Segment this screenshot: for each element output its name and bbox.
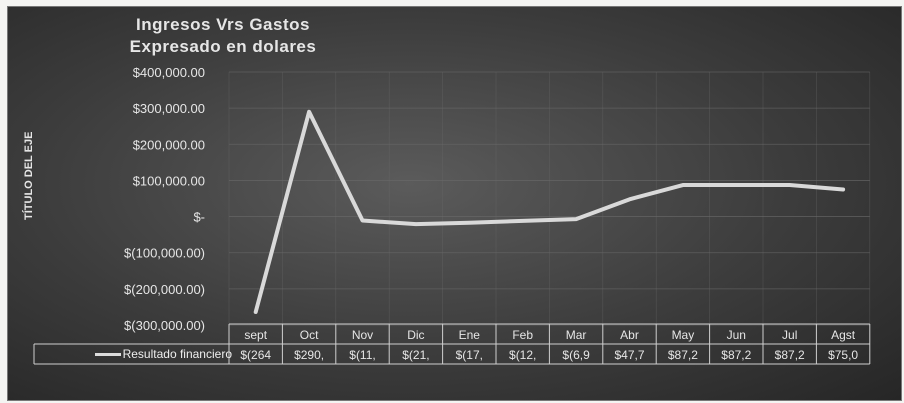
- x-tick-label: Oct: [300, 328, 319, 342]
- data-label: $(21,: [402, 348, 429, 362]
- data-point: [414, 222, 418, 226]
- line-chart: $400,000.00 $300,000.00 $200,000.00 $100,00…: [33, 65, 871, 365]
- x-tick-label: Jul: [782, 328, 797, 342]
- data-point: [307, 110, 311, 114]
- x-tick-label: Abr: [620, 328, 639, 342]
- y-tick-label: $(300,000.00): [124, 318, 205, 333]
- x-tick-label: Jun: [727, 328, 746, 342]
- x-tick-label: Mar: [566, 328, 587, 342]
- x-tick-label: Agst: [831, 328, 856, 342]
- data-label: $(6,9: [562, 348, 590, 362]
- data-label: $(11,: [349, 348, 375, 362]
- data-label: $(12,: [509, 348, 536, 362]
- x-tick-label: Nov: [352, 328, 373, 342]
- data-label: $87,2: [775, 348, 805, 362]
- legend-label: Resultado financiero: [122, 347, 232, 361]
- data-point: [467, 221, 471, 225]
- data-point: [254, 310, 258, 314]
- data-point: [841, 187, 845, 191]
- data-point: [574, 217, 578, 221]
- y-axis-title: TÍTULO DEL EJE: [23, 131, 35, 220]
- data-table: sept Oct Nov Dic Ene Feb Mar Abr May Jun Jul Agst $(…: [33, 323, 871, 365]
- legend-entry: Resultado financiero: [32, 344, 232, 364]
- data-point: [734, 183, 738, 187]
- x-tick-label: May: [672, 328, 695, 342]
- y-tick-label: $200,000.00: [133, 137, 205, 152]
- data-point: [681, 183, 685, 187]
- series-line-resultado-financiero: [253, 109, 846, 314]
- y-tick-label: $300,000.00: [133, 101, 205, 116]
- y-tick-label: $(100,000.00): [124, 246, 205, 261]
- x-tick-label: Dic: [407, 328, 424, 342]
- data-label: $290,: [294, 348, 324, 362]
- x-tick-label: Ene: [459, 328, 481, 342]
- data-label: $87,2: [668, 348, 698, 362]
- series-layer: [253, 109, 846, 314]
- data-point: [361, 219, 364, 223]
- data-label: $(17,: [456, 348, 483, 362]
- chart-subtitle: Expresado en dolares: [129, 37, 317, 56]
- y-tick-label: $100,000.00: [133, 173, 205, 188]
- data-label: $(264: [240, 348, 271, 362]
- y-tick-label: $(200,000.00): [124, 282, 205, 297]
- legend-swatch-icon: [94, 352, 121, 356]
- data-point: [521, 219, 525, 223]
- data-point: [628, 197, 631, 201]
- data-label: $75,0: [828, 348, 858, 362]
- data-point: [788, 183, 792, 187]
- chart-area: $400,000.00 $300,000.00 $200,000.00 $100,00…: [7, 6, 902, 401]
- y-tick-label: $-: [193, 210, 205, 225]
- grid: [228, 71, 871, 326]
- y-axis-ticks: $400,000.00 $300,000.00 $200,000.00 $100,00…: [124, 65, 205, 333]
- y-tick-label: $400,000.00: [133, 65, 205, 80]
- x-tick-label: Feb: [512, 328, 533, 342]
- chart-title: Ingresos Vrs Gastos: [136, 15, 310, 34]
- data-label: $87,2: [721, 348, 751, 362]
- x-tick-label: sept: [244, 328, 267, 342]
- data-label: $47,7: [614, 348, 644, 362]
